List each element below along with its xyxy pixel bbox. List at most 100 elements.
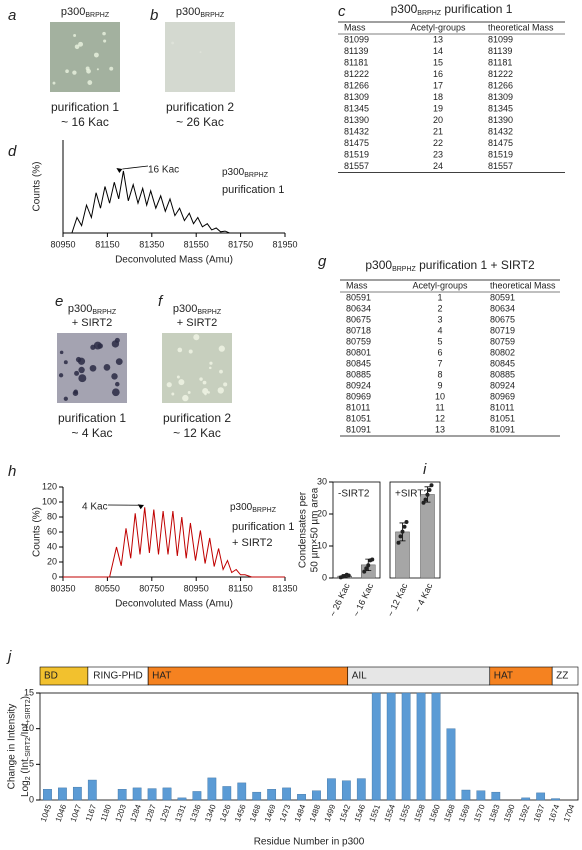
protein: p300: [176, 6, 200, 18]
bar: [461, 789, 471, 801]
table-cell: 81266: [488, 80, 513, 90]
image-title: p300BRPHZ: [176, 6, 225, 19]
table-cell: 80719: [490, 325, 515, 335]
droplet: [218, 345, 225, 352]
replicate-point: [427, 488, 432, 492]
bar: [446, 728, 456, 801]
x-tick-label: 1674: [547, 803, 562, 823]
x-tick-label: 1568: [442, 803, 457, 823]
bar: [58, 787, 67, 801]
bar: [401, 692, 411, 801]
table-header: Acetyl-groups: [410, 22, 466, 32]
bar: [192, 791, 202, 801]
peak-annotation: 4 Kac: [82, 502, 108, 513]
droplet: [178, 379, 185, 386]
droplet: [96, 68, 99, 71]
droplet: [219, 369, 223, 374]
spectrum-line: [63, 170, 285, 234]
droplet: [78, 41, 84, 47]
y-axis-title: Counts (%): [32, 161, 43, 211]
droplet: [73, 389, 78, 394]
table-cell: 18: [433, 92, 443, 102]
replicate-point: [346, 573, 351, 578]
spectrum-title: p300BRPHZ: [222, 167, 269, 179]
table-cell: 2: [437, 303, 442, 313]
protein-sub: BRPHZ: [200, 12, 224, 19]
table-cell: 14: [433, 46, 443, 56]
y-tick-label: 100: [42, 496, 57, 506]
droplet: [65, 69, 69, 74]
annotation-arrow: [122, 165, 149, 170]
domain-block: [347, 666, 491, 686]
table-cell: 81051: [346, 413, 371, 423]
y-axis-title: Condensates per: [298, 491, 309, 568]
domain-label: HAT: [494, 671, 513, 682]
x-tick-label: 1047: [69, 803, 84, 823]
droplet: [72, 70, 77, 75]
bar: [341, 780, 351, 801]
bar: [356, 778, 366, 801]
table-cell: 80845: [346, 358, 371, 368]
droplet: [93, 52, 99, 58]
group-label: +SIRT2: [395, 489, 429, 500]
y-tick-label: 120: [42, 481, 57, 491]
table-cell: 81139: [488, 46, 512, 56]
domain-label: RING-PHD: [93, 671, 142, 682]
x-tick-label: 81150: [95, 239, 119, 249]
x-tick-label: 80350: [50, 583, 75, 593]
bar: [431, 692, 441, 801]
panel-letter: c: [338, 3, 346, 20]
y-tick-label: 20: [317, 508, 327, 518]
bar: [327, 778, 336, 801]
table-cell: 81091: [346, 424, 371, 434]
image-caption: ~ 16 Kac: [61, 115, 109, 129]
table-cell: 81390: [488, 115, 513, 125]
image-caption: ~ 4 Kac: [71, 426, 112, 440]
domain-label: BD: [44, 671, 58, 682]
table-cell: 81099: [488, 34, 513, 44]
table-cell: 80759: [490, 336, 515, 346]
x-tick-label: 1570: [472, 803, 487, 823]
droplet: [52, 81, 56, 85]
table-cell: 80801: [346, 347, 371, 357]
image-caption: purification 2: [166, 100, 234, 114]
y-tick-label: 10: [317, 540, 327, 550]
domain-label: AIL: [352, 671, 367, 682]
spectrum-line: [63, 507, 285, 578]
panel-letter: b: [150, 7, 158, 24]
panel-letter: j: [6, 648, 12, 665]
protein: p300: [230, 502, 253, 513]
replicate-point: [402, 524, 407, 529]
protein-sub: BRPHZ: [92, 309, 116, 316]
table-cell: 15: [433, 57, 443, 67]
table-cell: 21: [433, 126, 443, 136]
table-cell: 80675: [490, 314, 515, 324]
table-cell: 81181: [488, 57, 512, 67]
arrow-head: [116, 168, 123, 173]
replicate-point: [398, 534, 403, 539]
bar: [43, 789, 52, 801]
image-title-line2: + SIRT2: [177, 317, 217, 329]
protein-sub: BRPHZ: [392, 266, 416, 273]
table-cell: 81557: [488, 161, 513, 171]
table-cell: 20: [433, 115, 443, 125]
droplet: [182, 394, 189, 402]
y-tick-label: 0: [52, 571, 57, 581]
replicate-point: [396, 540, 401, 545]
bar: [162, 787, 172, 801]
droplet: [171, 41, 175, 45]
domain-label: ZZ: [556, 671, 568, 682]
table-cell: 80969: [346, 391, 371, 401]
protein-sub: BRPHZ: [417, 10, 441, 17]
droplet: [187, 391, 191, 394]
table-cell: 4: [437, 325, 442, 335]
y-axis-title-2: Log2 (Int-SIRT2/Int+SIRT2): [20, 696, 32, 797]
x-tick-label: 1203: [114, 803, 129, 823]
x-tick-label: 1704: [562, 803, 577, 823]
image-caption: purification 1: [51, 100, 119, 114]
bar: [72, 786, 82, 801]
replicate-point: [423, 497, 428, 502]
micrograph: [165, 22, 235, 92]
droplet: [86, 68, 91, 74]
